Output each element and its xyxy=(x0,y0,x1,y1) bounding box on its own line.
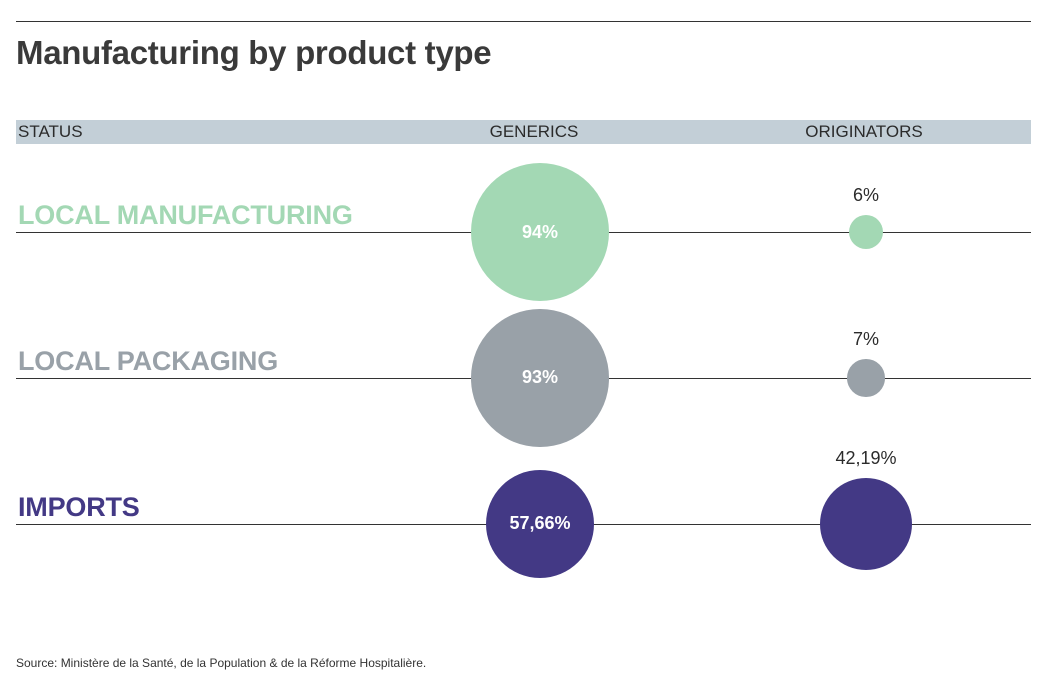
originators-value-local-packaging: 7% xyxy=(852,329,880,350)
originators-bubble-imports xyxy=(819,477,913,571)
generics-value-local-packaging: 93% xyxy=(521,367,558,388)
source-note: Source: Ministère de la Santé, de la Pop… xyxy=(16,656,427,670)
row-label-local-manufacturing: LOCAL MANUFACTURING xyxy=(18,200,353,230)
column-header-generics: GENERICS xyxy=(489,122,579,141)
generics-value-local-manufacturing: 94% xyxy=(521,221,559,242)
row-label-local-packaging: LOCAL PACKAGING xyxy=(18,346,278,376)
column-header-bar xyxy=(16,120,1031,144)
generics-bubble-local-manufacturing: 94% xyxy=(471,163,609,301)
generics-bubble-imports: 57,66% xyxy=(485,469,595,579)
top-rule xyxy=(16,21,1031,22)
originators-value-imports: 42,19% xyxy=(835,447,897,468)
column-header-originators: ORIGINATORS xyxy=(805,122,923,141)
row-label-imports: IMPORTS xyxy=(18,492,140,522)
originators-bubble-local-manufacturing xyxy=(848,214,884,250)
originators-value-local-manufacturing: 6% xyxy=(852,184,880,205)
generics-bubble-local-packaging: 93% xyxy=(471,309,609,447)
chart-title: Manufacturing by product type xyxy=(16,34,492,71)
generics-value-imports: 57,66% xyxy=(509,513,571,534)
originators-bubble-local-packaging xyxy=(847,359,885,397)
column-header-status: STATUS xyxy=(18,122,83,141)
